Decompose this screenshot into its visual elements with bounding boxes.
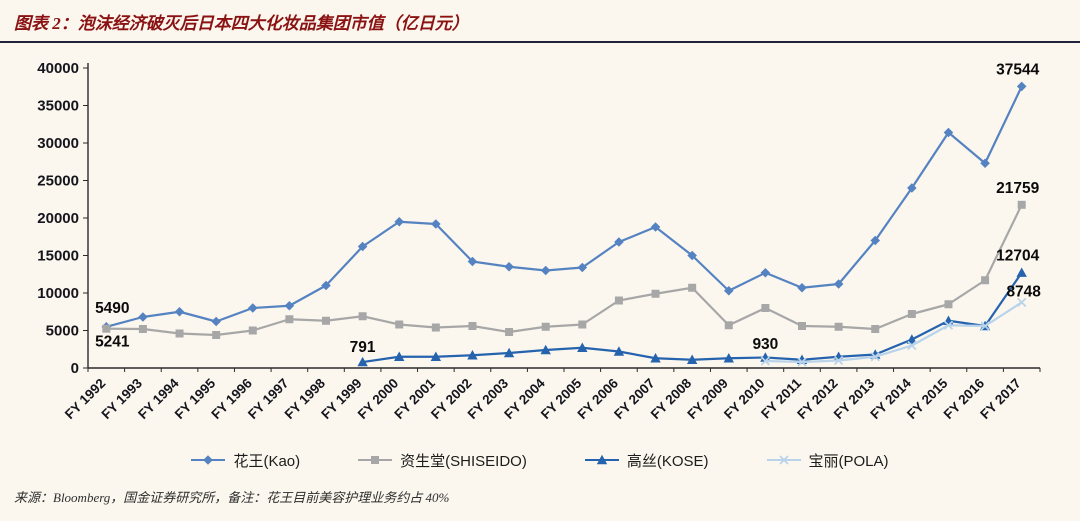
pola-line-marker-icon <box>766 455 801 465</box>
kao-line-marker-icon <box>191 455 226 465</box>
report-chart-page: 图表 2：泡沫经济破灭后日本四大化妆品集团市值（亿日元） 0 5000 10000 1… <box>0 0 1080 505</box>
svg-text:12704: 12704 <box>996 248 1039 265</box>
svg-text:0: 0 <box>71 360 79 377</box>
legend-label-shiseido: 资生堂(SHISEIDO) <box>400 452 527 470</box>
line-chart: 0 5000 10000 15000 20000 25000 30000 35000 40000… <box>37 60 1041 423</box>
svg-text:8748: 8748 <box>1006 283 1041 300</box>
svg-text:30000: 30000 <box>37 135 79 152</box>
svg-text:FY 2017: FY 2017 <box>977 376 1024 423</box>
legend-item-shiseido: 资生堂(SHISEIDO) <box>358 450 527 471</box>
chart-header: 图表 2：泡沫经济破灭后日本四大化妆品集团市值（亿日元） <box>0 0 1080 43</box>
legend-item-kose: 高丝(KOSE) <box>584 450 709 471</box>
legend-label-pola: 宝丽(POLA) <box>808 452 889 470</box>
svg-text:5490: 5490 <box>95 300 129 317</box>
svg-text:FY 2010: FY 2010 <box>721 376 768 423</box>
svg-text:791: 791 <box>350 339 376 356</box>
svg-text:40000: 40000 <box>37 60 79 77</box>
legend-item-pola: 宝丽(POLA) <box>766 450 889 471</box>
svg-text:25000: 25000 <box>37 173 79 190</box>
svg-text:10000: 10000 <box>37 285 79 302</box>
legend-label-kao: 花王(Kao) <box>233 452 301 470</box>
chart-title: 泡沫经济破灭后日本四大化妆品集团市值（亿日元） <box>77 14 469 33</box>
shiseido-line-marker-icon <box>358 456 393 464</box>
svg-text:35000: 35000 <box>37 98 79 115</box>
svg-text:20000: 20000 <box>37 210 79 227</box>
svg-text:15000: 15000 <box>37 248 79 265</box>
svg-text:21759: 21759 <box>996 180 1039 197</box>
legend-item-kao: 花王(Kao) <box>191 450 300 471</box>
chart-legend: 花王(Kao) 资生堂(SHISEIDO) 高丝(KOSE) 宝丽(POLA) <box>0 443 1080 477</box>
source-note: 来源：Bloomberg，国金证券研究所，备注：花王目前美容护理业务约占 40% <box>14 490 450 505</box>
svg-text:930: 930 <box>752 336 778 353</box>
legend-label-kose: 高丝(KOSE) <box>626 452 709 470</box>
chart-number-label: 图表 2： <box>14 14 78 33</box>
svg-text:5000: 5000 <box>46 323 79 340</box>
kose-line-marker-icon <box>584 454 619 465</box>
svg-text:5241: 5241 <box>95 334 130 351</box>
svg-text:37544: 37544 <box>996 61 1039 78</box>
